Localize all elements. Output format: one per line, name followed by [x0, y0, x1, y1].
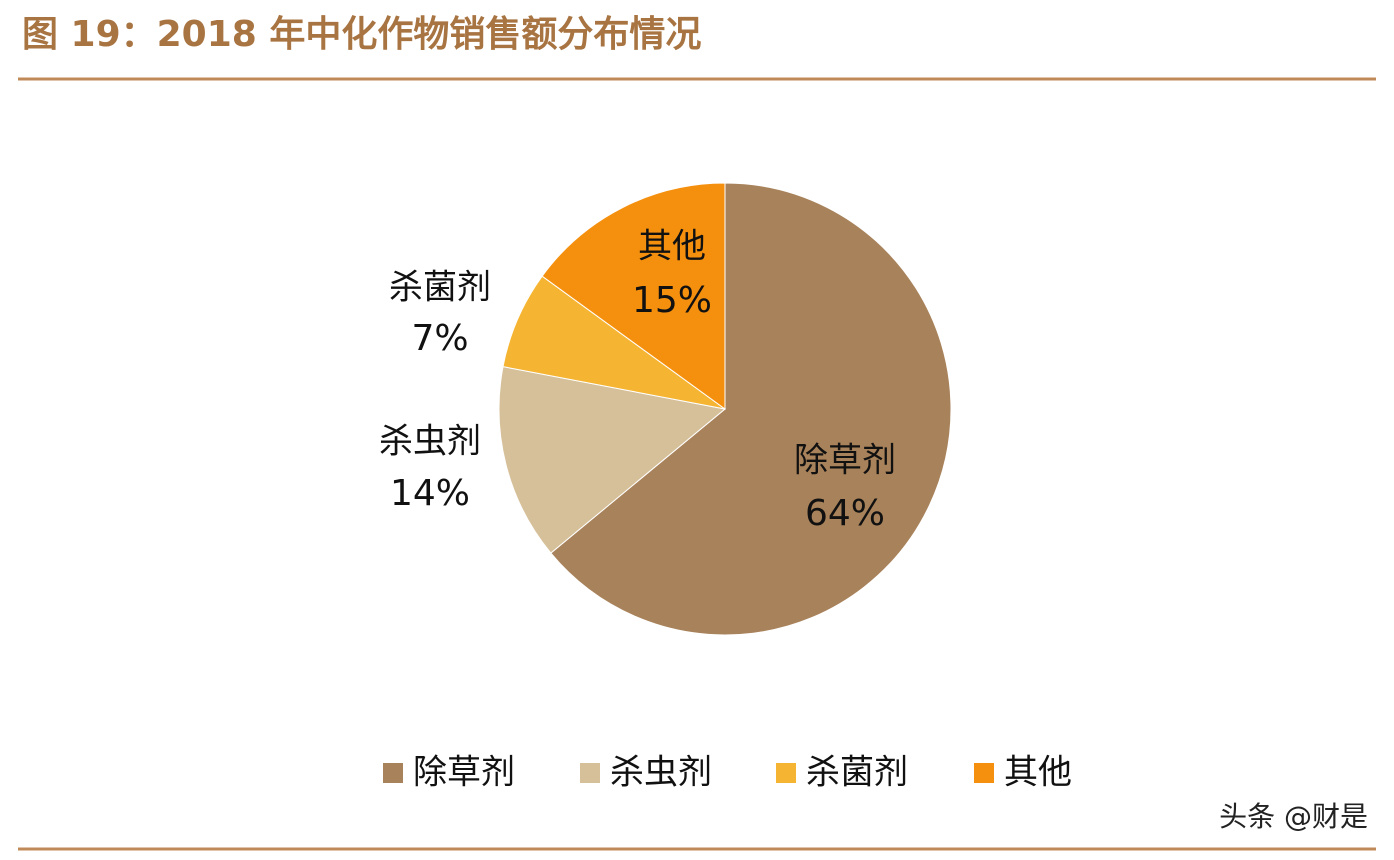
slice-value-label: 15% [632, 280, 712, 321]
legend-swatch [776, 763, 796, 783]
chart-title: 图 19：2018 年中化作物销售额分布情况 [22, 14, 701, 55]
slice-category-label: 杀虫剂 [379, 422, 481, 462]
slice-value-label: 64% [805, 493, 885, 534]
watermark: 头条 @财是 [1219, 800, 1368, 833]
legend-swatch [383, 763, 403, 783]
legend-swatch [974, 763, 994, 783]
legend-label: 杀虫剂 [610, 753, 712, 793]
slice-category-label: 杀菌剂 [389, 268, 491, 308]
slice-value-label: 7% [411, 318, 468, 359]
pie-slice [550, 182, 952, 636]
slice-category-label: 除草剂 [794, 441, 896, 481]
pie-slice [541, 182, 726, 410]
legend-swatch [580, 763, 600, 783]
legend-label: 杀菌剂 [806, 753, 908, 793]
pie-slice [498, 366, 727, 554]
legend-label: 除草剂 [413, 753, 515, 793]
slice-category-label: 其他 [638, 227, 706, 267]
legend-label: 其他 [1004, 753, 1072, 793]
slice-value-label: 14% [390, 473, 470, 514]
